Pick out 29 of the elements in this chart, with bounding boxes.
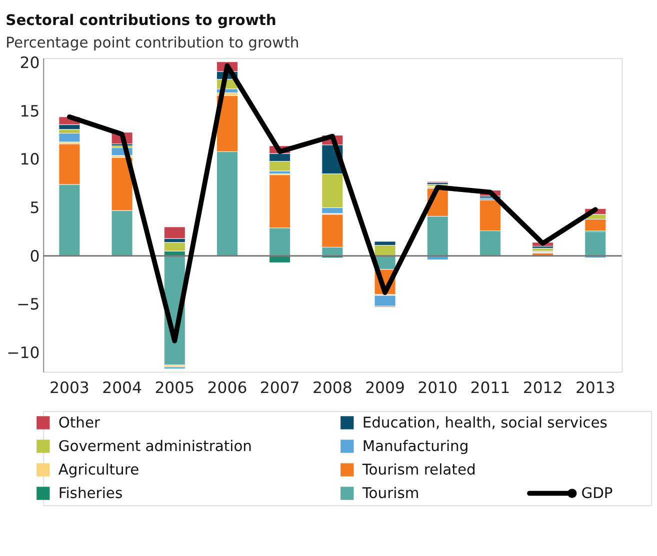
y-tick-label: −5 [16, 294, 40, 314]
x-tick-label: 2003 [50, 378, 90, 397]
legend-label: Tourism [361, 485, 420, 502]
x-tick-label: 2009 [365, 378, 405, 397]
x-tick-label: 2010 [418, 378, 458, 397]
x-tick-label: 2006 [207, 378, 248, 397]
legend-label: Goverment administration [58, 438, 252, 456]
x-tick-label: 2011 [470, 378, 510, 397]
x-tick-label: 2008 [312, 378, 352, 397]
y-tick-label: 5 [30, 198, 40, 218]
y-tick-label: 15 [20, 101, 40, 120]
legend-label: Other [58, 414, 102, 432]
legend-label: Tourism related [361, 462, 476, 479]
chart-title: Sectoral contributions to growth [6, 12, 276, 30]
y-tick-label: 0 [30, 246, 40, 266]
legend-label: Fisheries [58, 485, 123, 502]
y-tick-label: −10 [6, 342, 40, 362]
legend-label: Education, health, social services [362, 414, 608, 432]
x-tick-label: 2007 [260, 378, 300, 397]
x-tick-label: 2013 [575, 378, 616, 397]
chart-subtitle: Percentage point contribution to growth [6, 34, 300, 52]
legend-label: Manufacturing [362, 438, 469, 456]
y-tick-label: 20 [20, 53, 40, 72]
y-tick-label: 10 [20, 150, 40, 169]
x-tick-label: 2012 [522, 378, 563, 397]
legend-label: GDP [581, 485, 613, 502]
x-tick-label: 2005 [154, 378, 195, 397]
x-tick-label: 2004 [102, 378, 142, 397]
legend-label: Agriculture [58, 462, 140, 479]
